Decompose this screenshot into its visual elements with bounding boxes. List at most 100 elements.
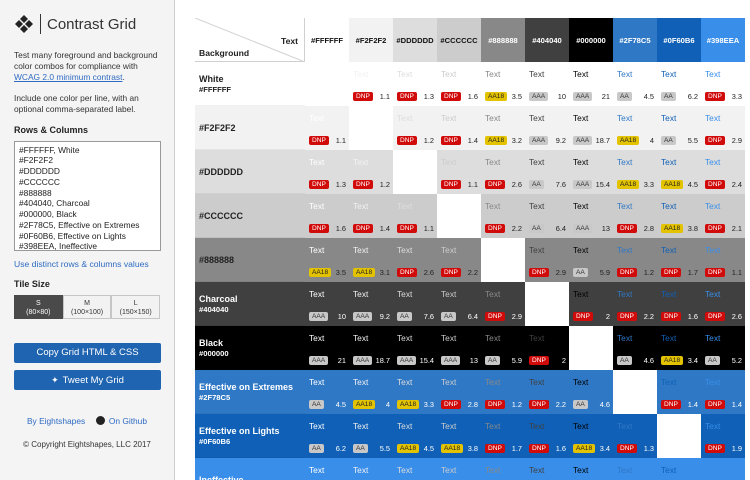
contrast-cell[interactable]: Text AA18 3.5 <box>305 238 349 282</box>
contrast-cell[interactable] <box>525 282 569 326</box>
contrast-cell[interactable]: Text DNP 1.1 <box>437 150 481 194</box>
contrast-cell[interactable]: Text AA 7.6 <box>393 282 437 326</box>
contrast-cell[interactable]: Text AAA 21 <box>569 62 613 106</box>
contrast-cell[interactable]: Text DNP 2.8 <box>613 194 657 238</box>
contrast-cell[interactable]: Text DNP 1.3 <box>613 414 657 458</box>
contrast-cell[interactable]: Text DNP 3.3 <box>701 62 745 106</box>
contrast-cell[interactable]: Text <box>525 458 569 480</box>
contrast-cell[interactable]: Text AA 5.9 <box>481 326 525 370</box>
contrast-cell[interactable]: Text <box>657 458 701 480</box>
contrast-cell[interactable]: Text <box>569 458 613 480</box>
contrast-cell[interactable]: Text DNP 1.1 <box>349 62 393 106</box>
contrast-cell[interactable]: Text AA 4.6 <box>613 326 657 370</box>
contrast-cell[interactable]: Text DNP 2 <box>569 282 613 326</box>
contrast-cell[interactable]: Text AAA 15.4 <box>569 150 613 194</box>
contrast-cell[interactable] <box>393 150 437 194</box>
contrast-cell[interactable]: Text AA18 3.5 <box>481 62 525 106</box>
contrast-cell[interactable]: Text DNP 1.1 <box>701 238 745 282</box>
contrast-cell[interactable]: Text AA18 4 <box>349 370 393 414</box>
contrast-cell[interactable]: Text DNP 1.6 <box>437 62 481 106</box>
contrast-cell[interactable]: Text AA18 3.8 <box>657 194 701 238</box>
contrast-cell[interactable]: Text AAA 15.4 <box>393 326 437 370</box>
contrast-cell[interactable]: Text AA 5.9 <box>569 238 613 282</box>
contrast-cell[interactable]: Text AA18 3.3 <box>393 370 437 414</box>
contrast-cell[interactable]: Text AAA 10 <box>525 62 569 106</box>
contrast-cell[interactable] <box>613 370 657 414</box>
contrast-cell[interactable]: Text AA18 3.3 <box>613 150 657 194</box>
github-link[interactable]: On Github <box>108 415 148 426</box>
contrast-cell[interactable]: Text DNP 2.6 <box>481 150 525 194</box>
contrast-cell[interactable]: Text DNP 2.6 <box>701 282 745 326</box>
contrast-cell[interactable]: Text AAA 10 <box>305 282 349 326</box>
contrast-cell[interactable]: Text DNP 1.6 <box>657 282 701 326</box>
contrast-cell[interactable]: Text <box>393 458 437 480</box>
contrast-cell[interactable]: Text DNP 2.8 <box>437 370 481 414</box>
contrast-cell[interactable]: Text DNP 2.9 <box>701 106 745 150</box>
contrast-cell[interactable]: Text DNP 2 <box>525 326 569 370</box>
contrast-cell[interactable]: Text AA 6.2 <box>657 62 701 106</box>
contrast-cell[interactable]: Text DNP 2.6 <box>393 238 437 282</box>
distinct-values-link[interactable]: Use distinct rows & columns values <box>14 258 149 269</box>
tile-size-large[interactable]: L (150×150) <box>111 294 161 319</box>
contrast-cell[interactable] <box>481 238 525 282</box>
contrast-cell[interactable]: Text DNP 1.6 <box>525 414 569 458</box>
contrast-cell[interactable]: Text <box>481 458 525 480</box>
contrast-cell[interactable] <box>305 62 349 106</box>
contrast-cell[interactable]: Text AA 4.5 <box>613 62 657 106</box>
contrast-cell[interactable]: Text DNP 1.9 <box>701 414 745 458</box>
contrast-cell[interactable]: Text <box>305 458 349 480</box>
contrast-cell[interactable]: Text DNP 1.2 <box>613 238 657 282</box>
contrast-cell[interactable] <box>437 194 481 238</box>
contrast-cell[interactable]: Text DNP 1.4 <box>657 370 701 414</box>
contrast-cell[interactable]: Text DNP 1.4 <box>701 370 745 414</box>
contrast-cell[interactable]: Text <box>437 458 481 480</box>
contrast-cell[interactable] <box>569 326 613 370</box>
contrast-cell[interactable]: Text DNP 1.4 <box>349 194 393 238</box>
contrast-cell[interactable]: Text AA18 3.2 <box>481 106 525 150</box>
contrast-cell[interactable]: Text AAA 18.7 <box>569 106 613 150</box>
tile-size-small[interactable]: S (80×80) <box>14 294 63 319</box>
contrast-cell[interactable]: Text DNP 2.9 <box>525 238 569 282</box>
contrast-cell[interactable]: Text DNP 2.9 <box>481 282 525 326</box>
contrast-cell[interactable]: Text DNP 2.2 <box>525 370 569 414</box>
contrast-cell[interactable]: Text AAA 18.7 <box>349 326 393 370</box>
contrast-cell[interactable]: Text AA18 3.1 <box>349 238 393 282</box>
contrast-cell[interactable]: Text DNP 1.2 <box>349 150 393 194</box>
contrast-cell[interactable]: Text AA18 3.4 <box>569 414 613 458</box>
contrast-cell[interactable]: Text AA18 4.5 <box>657 150 701 194</box>
contrast-cell[interactable] <box>701 458 745 480</box>
contrast-cell[interactable]: Text DNP 2.2 <box>613 282 657 326</box>
contrast-cell[interactable]: Text AA 5.5 <box>657 106 701 150</box>
contrast-cell[interactable] <box>349 106 393 150</box>
contrast-cell[interactable]: Text AA 4.6 <box>569 370 613 414</box>
contrast-cell[interactable]: Text DNP 1.4 <box>437 106 481 150</box>
contrast-cell[interactable]: Text AA 5.5 <box>349 414 393 458</box>
contrast-cell[interactable]: Text DNP 1.6 <box>305 194 349 238</box>
wcag-link[interactable]: WCAG 2.0 minimum contrast <box>14 71 123 82</box>
tile-size-medium[interactable]: M (100×100) <box>62 294 112 319</box>
contrast-cell[interactable]: Text DNP 1.3 <box>305 150 349 194</box>
contrast-cell[interactable]: Text DNP 1.7 <box>657 238 701 282</box>
contrast-cell[interactable]: Text DNP 1.2 <box>393 106 437 150</box>
contrast-cell[interactable]: Text AA18 3.8 <box>437 414 481 458</box>
contrast-cell[interactable]: Text AAA 13 <box>437 326 481 370</box>
contrast-cell[interactable]: Text DNP 2.1 <box>701 194 745 238</box>
eightshapes-link[interactable]: By Eightshapes <box>26 415 86 426</box>
contrast-cell[interactable]: Text DNP 2.4 <box>701 150 745 194</box>
contrast-cell[interactable]: Text DNP 2.2 <box>481 194 525 238</box>
contrast-cell[interactable]: Text AA 6.4 <box>525 194 569 238</box>
contrast-cell[interactable]: Text AA 5.2 <box>701 326 745 370</box>
contrast-cell[interactable]: Text DNP 1.7 <box>481 414 525 458</box>
contrast-cell[interactable]: Text AA18 4 <box>613 106 657 150</box>
contrast-cell[interactable]: Text DNP 2.2 <box>437 238 481 282</box>
tweet-grid-button[interactable]: ✦ Tweet My Grid <box>14 369 161 390</box>
contrast-cell[interactable] <box>657 414 701 458</box>
contrast-cell[interactable]: Text AAA 21 <box>305 326 349 370</box>
contrast-cell[interactable]: Text AA 4.5 <box>305 370 349 414</box>
contrast-cell[interactable]: Text AA 6.2 <box>305 414 349 458</box>
contrast-cell[interactable]: Text DNP 1.2 <box>481 370 525 414</box>
contrast-cell[interactable]: Text <box>613 458 657 480</box>
contrast-cell[interactable]: Text AAA 9.2 <box>525 106 569 150</box>
contrast-cell[interactable]: Text AA 6.4 <box>437 282 481 326</box>
copy-grid-button[interactable]: Copy Grid HTML & CSS <box>14 342 161 363</box>
